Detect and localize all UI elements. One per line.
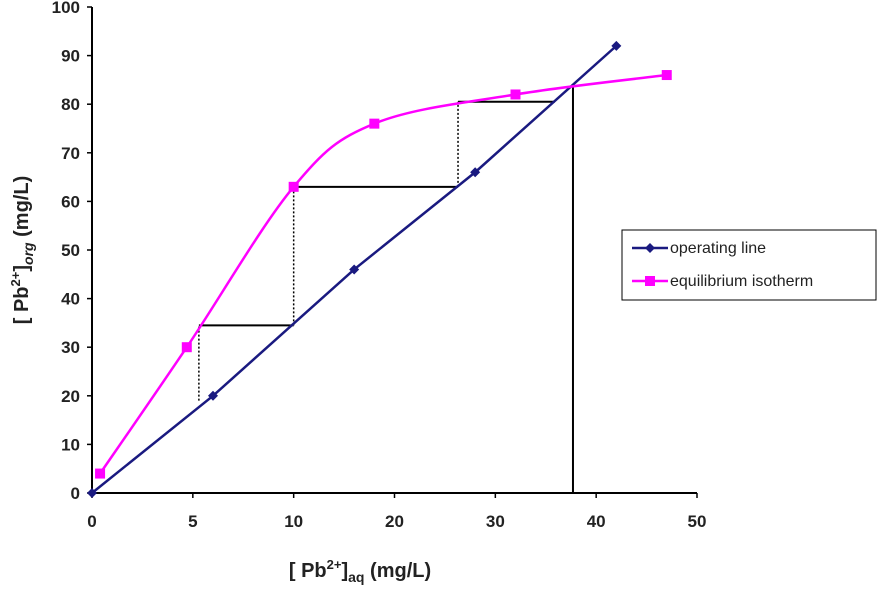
- label-part: [ Pb: [289, 560, 327, 582]
- marker: [470, 167, 481, 178]
- x-axis-label: [ Pb2+]aq (mg/L): [289, 557, 431, 585]
- y-tick-label: 50: [61, 241, 80, 260]
- label-part: ]: [11, 265, 33, 272]
- y-tick-label: 90: [61, 47, 80, 66]
- marker: [369, 118, 380, 129]
- label-part: [ Pb: [11, 286, 33, 324]
- marker: [87, 488, 97, 498]
- legend-label: equilibrium isotherm: [670, 273, 813, 290]
- y-tick-label: 0: [71, 484, 80, 503]
- series-line: [99, 73, 667, 475]
- marker: [95, 468, 106, 479]
- marker: [208, 390, 218, 401]
- x-tick-label: 50: [688, 512, 707, 531]
- y-axis-label: [ Pb2+]org (mg/L): [8, 176, 36, 325]
- label-part: (mg/L): [364, 560, 431, 582]
- x-tick-label: 5: [188, 512, 197, 531]
- y-tick-label: 80: [61, 95, 80, 114]
- x-tick-label: 10: [284, 512, 303, 531]
- legend-marker: [645, 276, 655, 286]
- marker: [181, 342, 192, 353]
- legend-box: [621, 229, 877, 301]
- x-tick-label: 20: [385, 512, 404, 531]
- y-tick-label: 10: [61, 435, 80, 454]
- y-tick-label: 60: [61, 192, 80, 211]
- marker: [611, 40, 622, 51]
- y-tick-label: 70: [61, 144, 80, 163]
- legend-label: operating line: [670, 240, 766, 257]
- marker: [288, 181, 299, 192]
- label-part: 2+: [8, 271, 23, 286]
- y-tick-label: 40: [61, 290, 80, 309]
- y-tick-label: 30: [61, 338, 80, 357]
- x-tick-label: 0: [87, 512, 96, 531]
- y-tick-label: 20: [61, 387, 80, 406]
- marker: [510, 89, 521, 100]
- marker: [661, 70, 672, 81]
- label-part: aq: [348, 569, 364, 585]
- legend-marker: [645, 243, 655, 253]
- label-part: ]: [341, 560, 348, 582]
- label-part: 2+: [327, 557, 342, 572]
- marker: [349, 264, 360, 275]
- x-tick-label: 30: [486, 512, 505, 531]
- label-part: org: [20, 242, 36, 265]
- y-tick-label: 100: [52, 0, 80, 17]
- x-tick-label: 40: [587, 512, 606, 531]
- label-part: (mg/L): [11, 176, 33, 243]
